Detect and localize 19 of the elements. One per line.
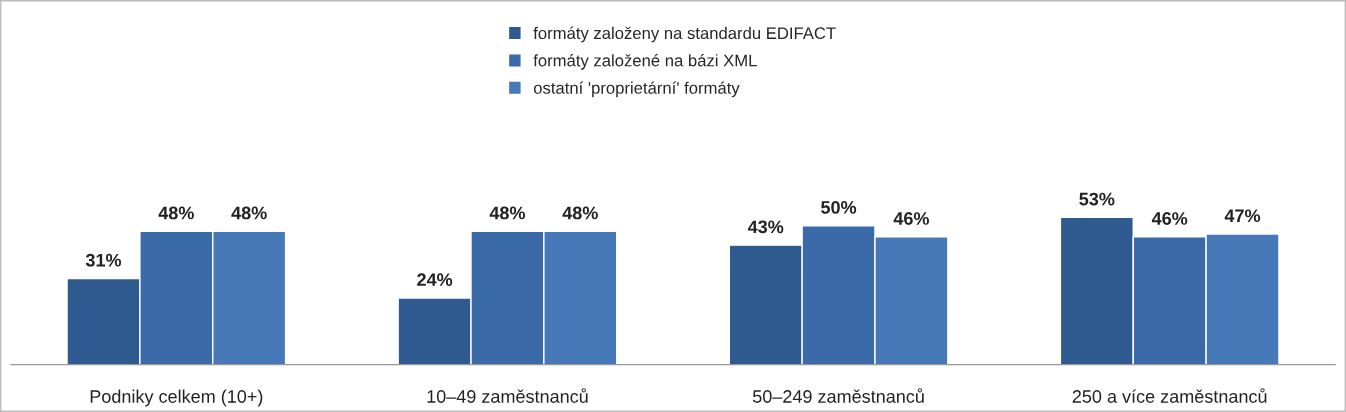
- x-tick-label: Podniky celkem (10+): [90, 389, 263, 407]
- legend-label: formáty založené na bázi XML: [533, 54, 757, 70]
- data-label: 48%: [158, 206, 194, 220]
- data-label: 50%: [821, 201, 857, 214]
- data-label: 47%: [1224, 209, 1261, 223]
- data-label: 48%: [231, 206, 267, 220]
- data-label: 31%: [85, 253, 122, 267]
- data-label: 48%: [489, 206, 526, 220]
- legend-label: formáty založeny na standardu EDIFACT: [533, 26, 836, 43]
- data-label: 46%: [893, 212, 929, 225]
- data-label: 46%: [1151, 212, 1188, 225]
- legend-label: ostatní 'proprietární' formáty: [533, 81, 740, 98]
- x-tick-label: 250 a více zaměstnanců: [1072, 388, 1267, 403]
- data-label: 48%: [562, 206, 598, 220]
- data-label: 53%: [1079, 192, 1115, 206]
- data-label: 24%: [417, 273, 453, 286]
- x-tick-label: 10–49 zaměstnanců: [427, 388, 588, 403]
- data-label: 43%: [747, 220, 784, 234]
- x-tick-label: 50–249 zaměstnanců: [752, 388, 924, 403]
